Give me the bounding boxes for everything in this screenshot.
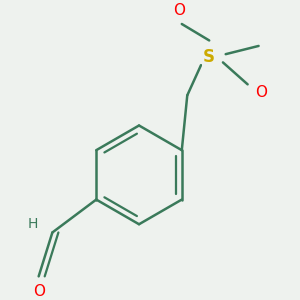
Text: O: O — [33, 284, 45, 299]
Text: O: O — [173, 3, 185, 18]
Text: S: S — [203, 48, 215, 66]
Text: H: H — [28, 217, 38, 231]
Text: O: O — [255, 85, 267, 100]
